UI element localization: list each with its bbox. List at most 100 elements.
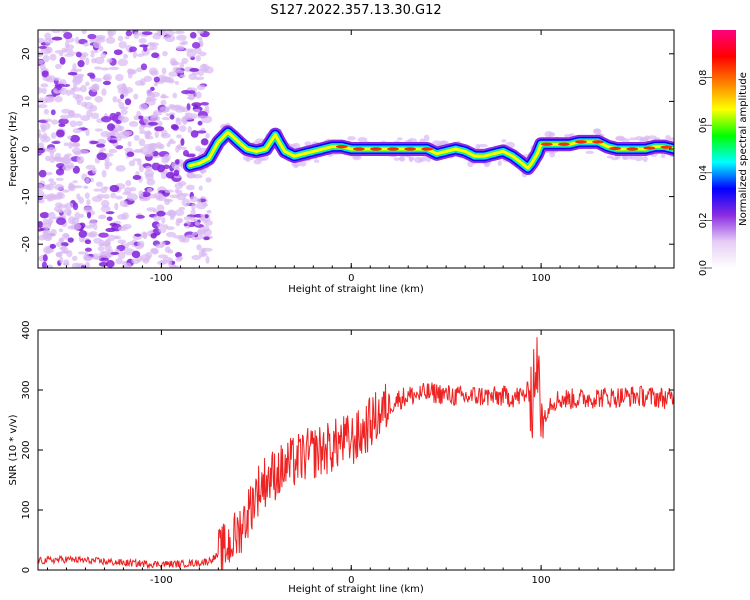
noise-blob bbox=[99, 251, 106, 258]
noise-blob bbox=[156, 210, 166, 217]
noise-blob bbox=[100, 186, 108, 194]
ridge-halo bbox=[299, 160, 307, 167]
noise-blob bbox=[172, 92, 178, 99]
noise-blob bbox=[127, 68, 133, 74]
snr-xtick-label-2: 100 bbox=[532, 575, 551, 586]
noise-blob bbox=[102, 80, 112, 86]
noise-blob bbox=[136, 67, 143, 73]
noise-blob bbox=[191, 203, 196, 211]
noise-blob bbox=[77, 59, 85, 68]
snr-xtick-label-1: 0 bbox=[348, 575, 354, 586]
ridge-core bbox=[592, 140, 605, 144]
noise-blob bbox=[84, 192, 90, 200]
noise-blob bbox=[162, 224, 169, 229]
noise-blob bbox=[67, 209, 72, 217]
noise-blob bbox=[181, 57, 189, 65]
ridge-halo bbox=[393, 157, 401, 161]
noise-blob bbox=[59, 114, 70, 120]
noise-blob bbox=[38, 221, 44, 228]
noise-blob bbox=[154, 126, 165, 132]
noise-blob bbox=[102, 75, 110, 81]
noise-blob bbox=[117, 225, 128, 232]
noise-blob bbox=[161, 129, 168, 137]
noise-blob bbox=[108, 148, 118, 154]
noise-blob bbox=[58, 118, 69, 125]
noise-blob bbox=[151, 162, 161, 171]
noise-blob bbox=[50, 132, 57, 139]
noise-blob bbox=[101, 88, 107, 96]
noise-blob bbox=[63, 31, 73, 40]
noise-blob bbox=[155, 142, 163, 149]
noise-blob bbox=[46, 233, 52, 240]
noise-blob bbox=[132, 175, 142, 181]
noise-blob bbox=[126, 151, 135, 157]
noise-blob bbox=[44, 37, 52, 45]
noise-blob bbox=[163, 30, 175, 36]
ridge-halo bbox=[564, 134, 572, 138]
ridge-core bbox=[643, 146, 656, 150]
noise-blob bbox=[76, 156, 85, 164]
noise-blob bbox=[115, 257, 123, 265]
noise-blob bbox=[58, 237, 65, 243]
noise-blob bbox=[138, 125, 145, 131]
noise-blob bbox=[59, 56, 66, 65]
noise-blob bbox=[151, 52, 160, 59]
noise-blob bbox=[153, 82, 158, 87]
noise-blob bbox=[38, 183, 44, 192]
snr-ylabel: SNR (10 * v/v) bbox=[8, 414, 19, 485]
noise-blob bbox=[182, 149, 190, 157]
noise-blob bbox=[198, 68, 205, 77]
noise-blob bbox=[45, 155, 51, 162]
noise-blob bbox=[203, 236, 210, 241]
noise-blob bbox=[77, 251, 87, 255]
noise-blob bbox=[193, 218, 198, 222]
noise-blob bbox=[141, 231, 148, 238]
noise-blob bbox=[138, 164, 144, 173]
noise-blob bbox=[121, 130, 133, 136]
spectrogram-ytick-label-2: 0 bbox=[21, 146, 32, 152]
noise-blob bbox=[117, 239, 127, 244]
noise-blob bbox=[72, 180, 78, 184]
noise-blob bbox=[145, 97, 152, 103]
ridge-halo bbox=[477, 143, 488, 148]
noise-blob bbox=[188, 94, 196, 101]
noise-blob bbox=[131, 69, 137, 75]
noise-blob bbox=[76, 193, 81, 200]
noise-blob bbox=[167, 140, 177, 145]
noise-blob bbox=[186, 50, 197, 58]
colorbar-tick-label-3: 0.6 bbox=[698, 117, 709, 133]
noise-blob bbox=[54, 83, 66, 88]
noise-blob bbox=[85, 57, 90, 66]
noise-blob bbox=[43, 108, 49, 115]
noise-blob bbox=[202, 203, 209, 207]
ridge-core bbox=[609, 146, 622, 151]
noise-blob bbox=[153, 76, 160, 83]
ridge-halo bbox=[497, 160, 502, 166]
ridge-core bbox=[352, 147, 365, 151]
noise-blob bbox=[159, 241, 166, 247]
noise-blob bbox=[106, 58, 113, 64]
noise-blob bbox=[42, 132, 48, 141]
snr-ytick-label-4: 400 bbox=[21, 320, 32, 339]
noise-blob bbox=[174, 209, 185, 216]
noise-blob bbox=[161, 51, 168, 57]
noise-blob bbox=[103, 194, 110, 200]
ridge-halo bbox=[357, 136, 368, 143]
noise-blob bbox=[160, 99, 167, 106]
noise-blob bbox=[125, 180, 132, 187]
noise-blob bbox=[181, 193, 189, 197]
noise-blob bbox=[190, 209, 196, 216]
noise-blob bbox=[138, 37, 147, 44]
ridge-halo bbox=[665, 134, 671, 141]
noise-blob bbox=[176, 134, 182, 139]
noise-blob bbox=[90, 52, 95, 58]
noise-blob bbox=[46, 197, 53, 202]
noise-blob bbox=[80, 115, 91, 122]
spectrogram-xtick-label-1: 0 bbox=[348, 273, 354, 284]
noise-blob bbox=[89, 140, 99, 145]
ridge-halo bbox=[304, 141, 312, 146]
noise-blob bbox=[138, 190, 144, 198]
snr-ytick-label-2: 200 bbox=[21, 440, 32, 459]
noise-blob bbox=[124, 36, 130, 40]
noise-blob bbox=[157, 120, 163, 127]
